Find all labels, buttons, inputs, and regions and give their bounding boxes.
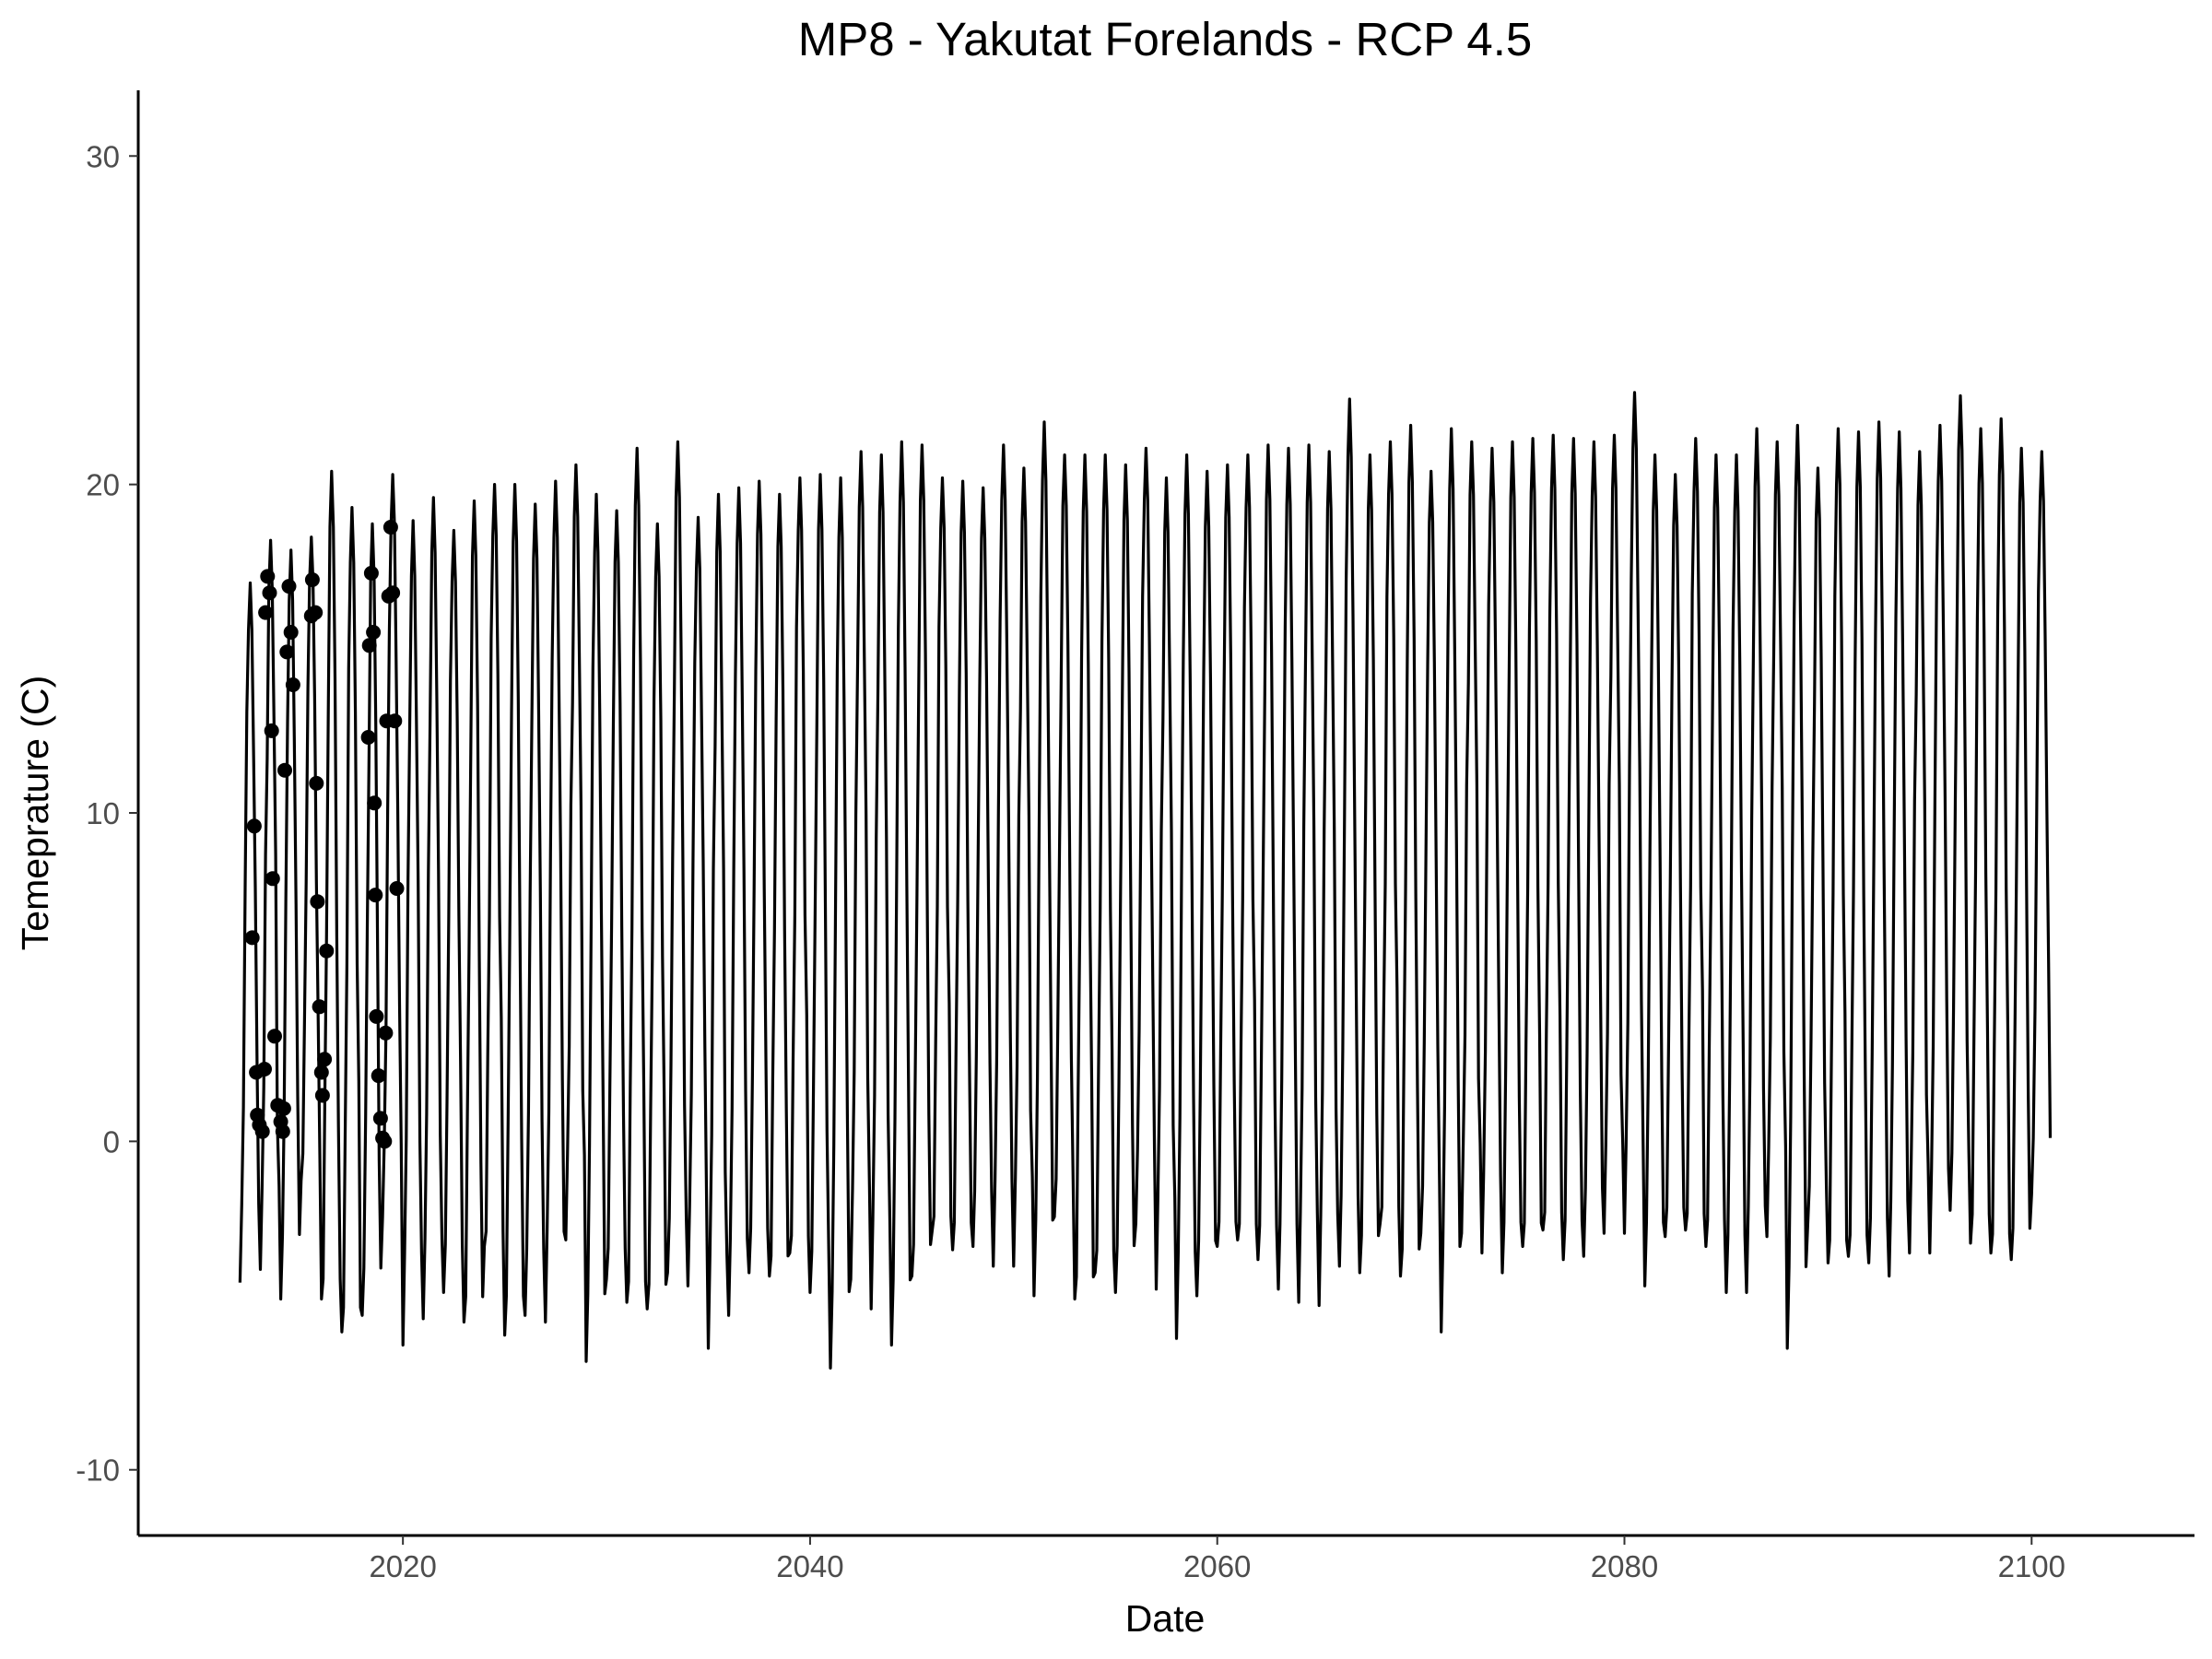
x-axis-title: Date bbox=[1125, 1597, 1206, 1640]
chart-title: MP8 - Yakutat Forelands - RCP 4.5 bbox=[798, 13, 1533, 65]
observed-point bbox=[369, 1008, 384, 1024]
y-tick-label: 20 bbox=[86, 468, 120, 502]
observed-point bbox=[257, 1062, 272, 1077]
observed-point bbox=[367, 795, 382, 811]
observed-point bbox=[308, 605, 324, 620]
observed-point bbox=[368, 888, 383, 903]
y-tick-label: 10 bbox=[86, 796, 120, 830]
observed-point bbox=[385, 585, 401, 601]
observed-point bbox=[304, 572, 320, 587]
observed-point bbox=[277, 762, 292, 778]
observed-point bbox=[372, 1111, 388, 1126]
observed-point bbox=[262, 585, 277, 601]
observed-point bbox=[267, 1029, 282, 1044]
observed-point bbox=[309, 775, 324, 791]
observed-point bbox=[317, 1052, 333, 1067]
observed-point bbox=[366, 625, 382, 640]
y-tick-label: 30 bbox=[86, 139, 120, 173]
observed-point bbox=[260, 569, 276, 584]
temperature-series-line bbox=[238, 391, 2053, 1370]
observed-point bbox=[276, 1100, 291, 1116]
observed-point bbox=[279, 644, 295, 660]
observed-point bbox=[258, 605, 274, 620]
observed-point bbox=[377, 1134, 393, 1149]
x-tick-label: 2080 bbox=[1591, 1549, 1658, 1583]
observed-point bbox=[360, 730, 376, 745]
y-axis-title: Temeprature (C) bbox=[14, 676, 56, 950]
observed-point bbox=[361, 638, 377, 653]
observed-point bbox=[265, 871, 280, 887]
x-axis-ticks: 2020 2040 2060 2080 2100 bbox=[369, 1535, 2065, 1583]
y-tick-label: 0 bbox=[103, 1124, 120, 1159]
observed-point bbox=[264, 723, 279, 738]
observed-point bbox=[371, 1068, 386, 1084]
observed-point bbox=[363, 565, 379, 581]
observed-point bbox=[285, 677, 300, 692]
observed-point bbox=[254, 1124, 270, 1139]
y-tick-label: -10 bbox=[76, 1453, 120, 1488]
observed-point bbox=[281, 579, 297, 594]
observed-point bbox=[387, 713, 403, 729]
x-tick-label: 2040 bbox=[776, 1549, 843, 1583]
observed-point bbox=[310, 894, 325, 910]
observed-point bbox=[378, 1025, 394, 1041]
x-tick-label: 2020 bbox=[369, 1549, 436, 1583]
observed-point bbox=[312, 999, 327, 1015]
observed-point bbox=[283, 625, 299, 640]
observed-point bbox=[244, 930, 260, 946]
observed-point bbox=[389, 881, 405, 896]
observed-point bbox=[246, 818, 262, 834]
observed-point bbox=[382, 520, 398, 535]
plot-area bbox=[238, 391, 2053, 1370]
observed-point bbox=[313, 1065, 329, 1080]
observed-point bbox=[319, 943, 335, 959]
y-axis-ticks: -10 0 10 20 30 bbox=[76, 139, 138, 1488]
x-tick-label: 2100 bbox=[1998, 1549, 2065, 1583]
x-tick-label: 2060 bbox=[1183, 1549, 1251, 1583]
observed-point bbox=[314, 1088, 330, 1103]
observed-point bbox=[275, 1124, 290, 1139]
